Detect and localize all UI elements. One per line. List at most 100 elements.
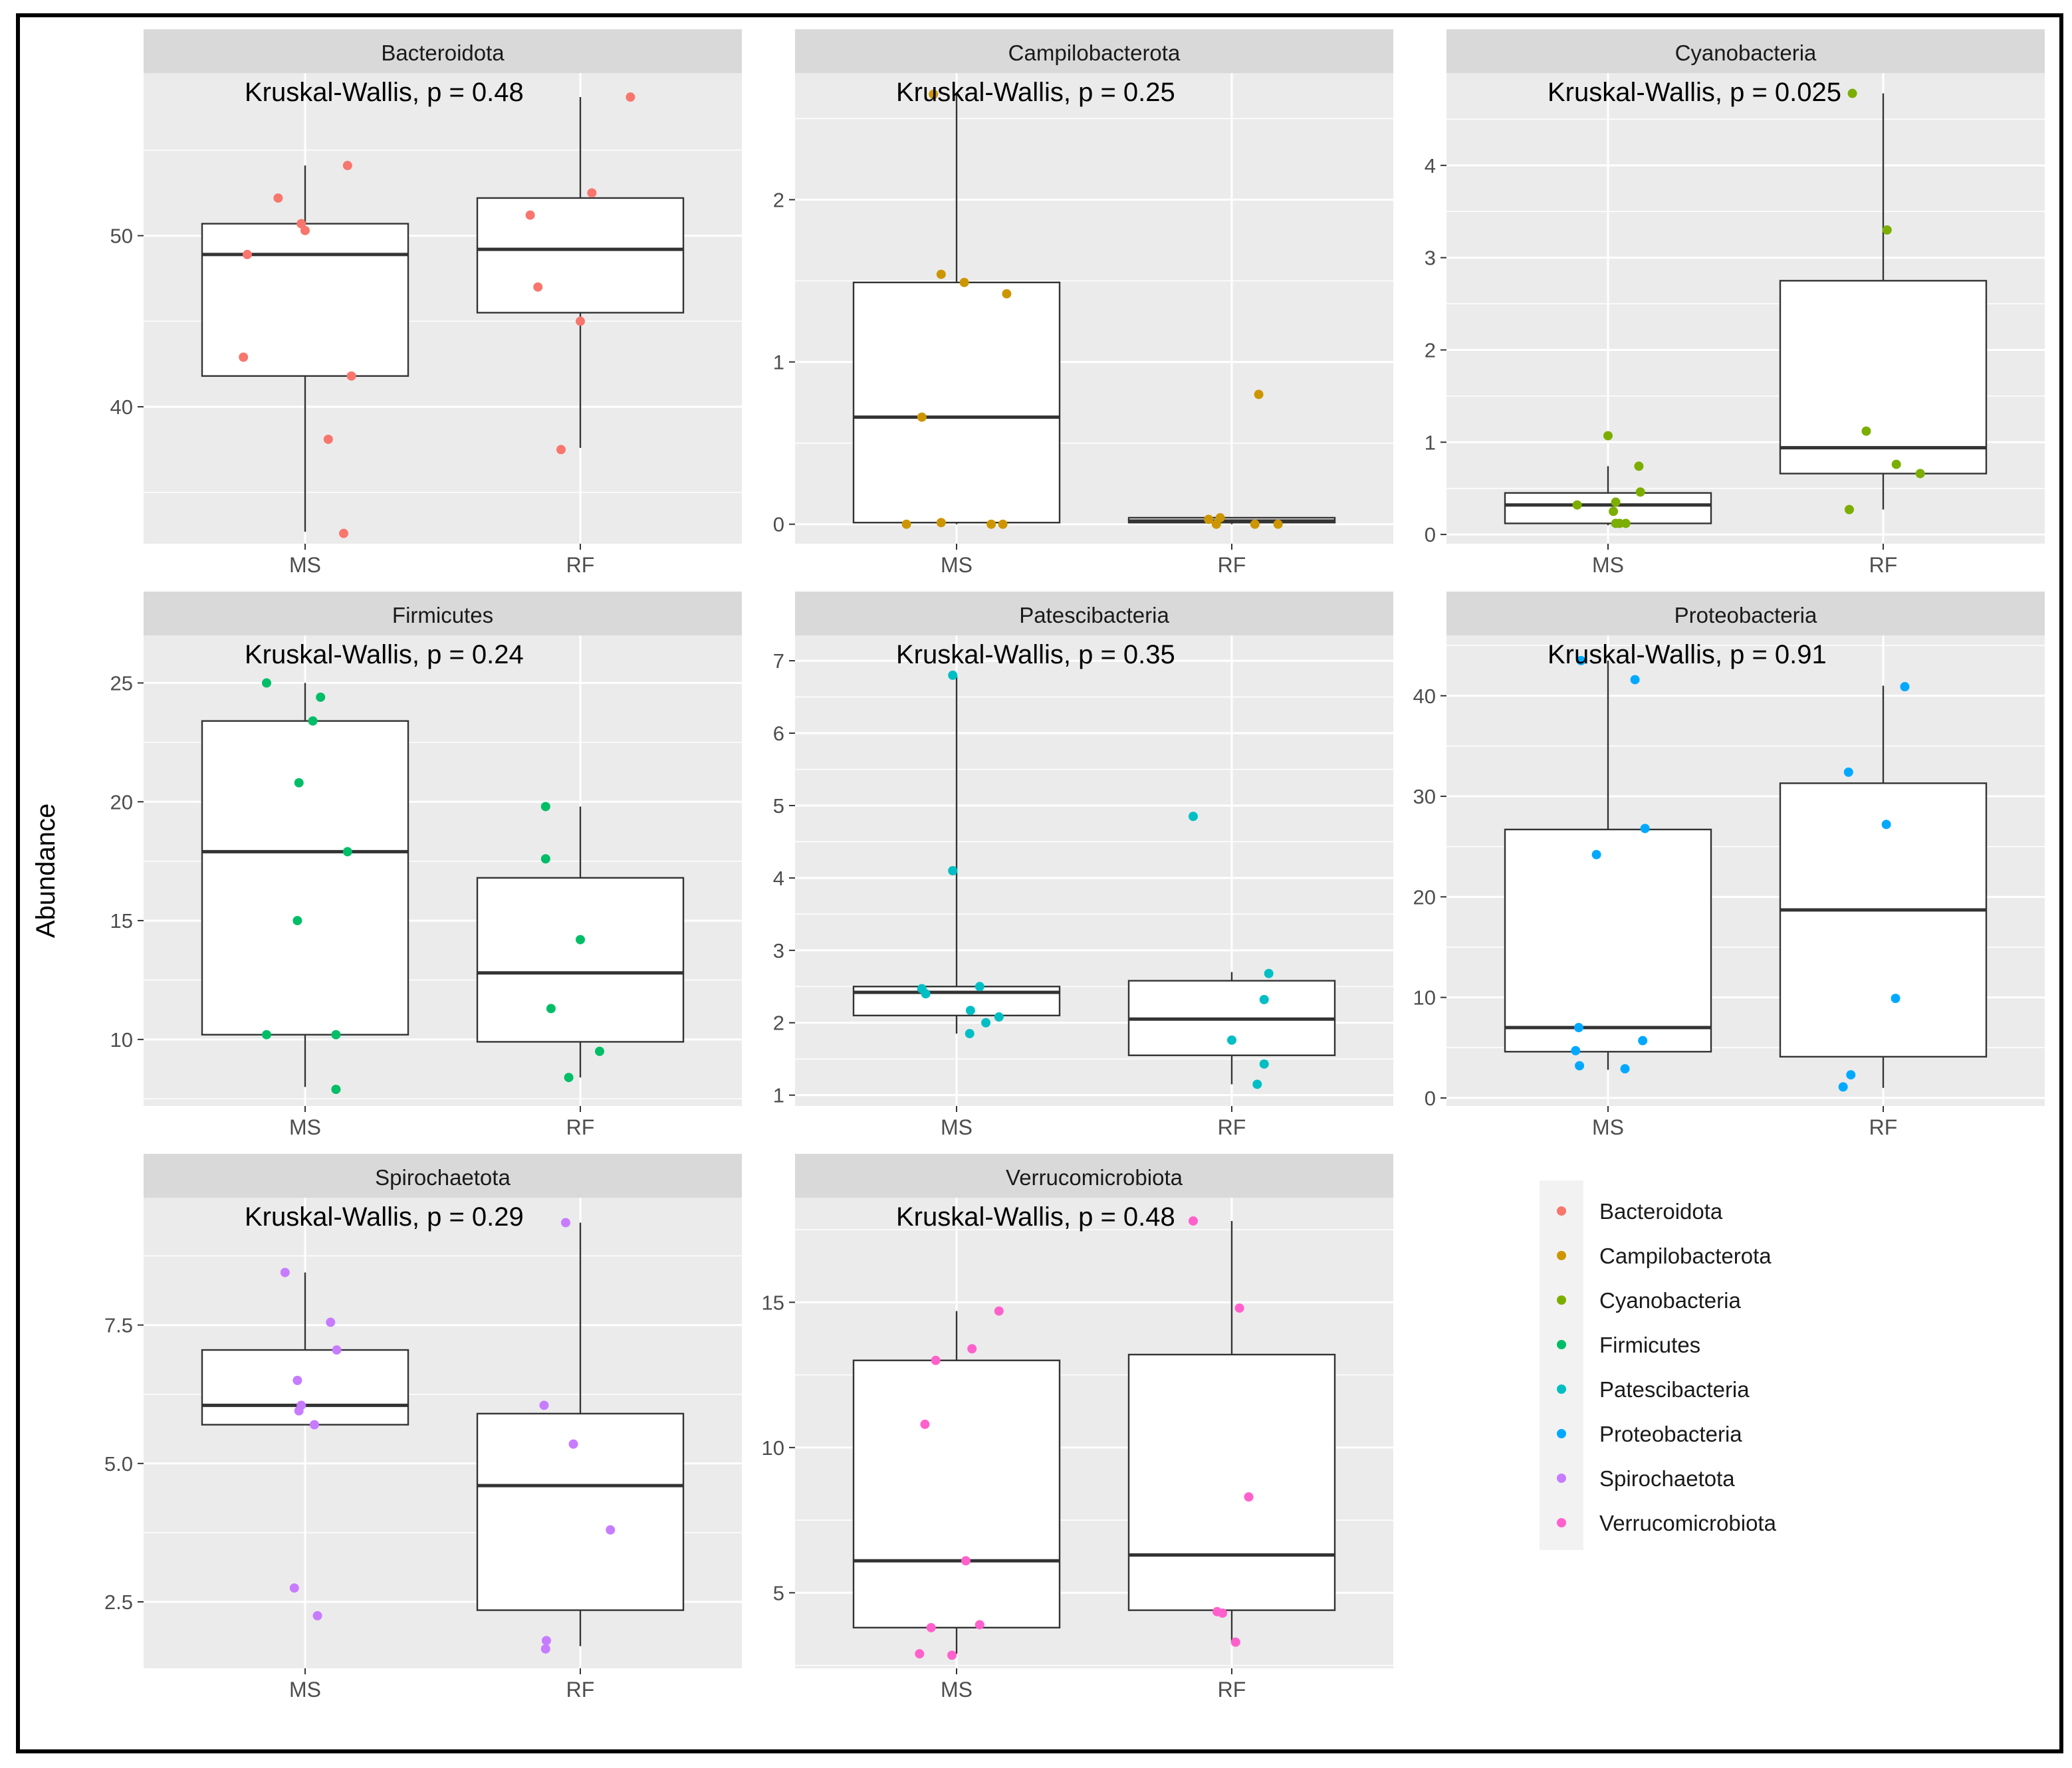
- box-verrucomicrobiota-rf: [1127, 1353, 1336, 1611]
- strip-spirochaetota: [144, 1154, 742, 1198]
- data-point-verrucomicrobiota: [915, 1649, 925, 1659]
- data-point-proteobacteria: [1575, 1061, 1585, 1071]
- legend-label-firmicutes: Firmicutes: [1599, 1333, 1700, 1357]
- legend-key-firmicutes: [1557, 1340, 1566, 1349]
- legend-key-campilobacterota: [1557, 1251, 1566, 1260]
- data-point-verrucomicrobiota: [920, 1419, 930, 1429]
- box-cyanobacteria-rf: [1779, 280, 1988, 475]
- data-point-spirochaetota: [294, 1406, 304, 1416]
- x-tick-label-campilobacterota: RF: [1218, 553, 1246, 577]
- data-point-verrucomicrobiota: [926, 1622, 936, 1632]
- x-tick-label-spirochaetota: RF: [566, 1678, 595, 1702]
- data-point-patescibacteria: [1189, 812, 1198, 822]
- data-point-bacteroidota: [300, 225, 310, 235]
- data-point-firmicutes: [331, 1084, 341, 1094]
- legend-label-spirochaetota: Spirochaetota: [1599, 1466, 1735, 1491]
- data-point-proteobacteria: [1630, 675, 1640, 685]
- y-tick-label-cyanobacteria: 2: [1425, 338, 1436, 362]
- kruskal-annotation-campilobacterota: Kruskal-Wallis, p = 0.25: [896, 78, 1175, 107]
- strip-firmicutes: [144, 592, 742, 635]
- data-point-cyanobacteria: [1891, 459, 1901, 469]
- data-point-spirochaetota: [540, 1644, 550, 1654]
- panel-verrucomicrobiota: Verrucomicrobiota 5 10 15 MS RF Kruskal-Wallis…: [762, 1154, 1393, 1702]
- box-cyanobacteria-ms: [1504, 492, 1712, 524]
- data-point-campilobacterota: [901, 519, 911, 529]
- data-point-verrucomicrobiota: [975, 1620, 984, 1630]
- data-point-patescibacteria: [1259, 1059, 1269, 1069]
- data-point-bacteroidota: [243, 249, 252, 259]
- y-tick-label-proteobacteria: 40: [1413, 685, 1436, 708]
- data-point-firmicutes: [342, 847, 352, 857]
- data-point-proteobacteria: [1573, 1023, 1583, 1032]
- data-point-bacteroidota: [525, 210, 535, 220]
- x-tick-label-patescibacteria: RF: [1218, 1115, 1246, 1139]
- y-tick-label-campilobacterota: 2: [773, 188, 784, 211]
- data-point-cyanobacteria: [1634, 461, 1644, 471]
- data-point-spirochaetota: [326, 1317, 336, 1327]
- y-tick-label-cyanobacteria: 0: [1425, 523, 1436, 546]
- data-point-firmicutes: [540, 854, 550, 864]
- panel-spirochaetota: Spirochaetota 2.5 5.0 7.5 MS RF Kruskal-Wallis…: [104, 1154, 742, 1702]
- data-point-verrucomicrobiota: [994, 1306, 1004, 1316]
- data-point-verrucomicrobiota: [1230, 1637, 1240, 1647]
- legend-label-bacteroidota: Bacteroidota: [1599, 1199, 1723, 1224]
- y-tick-label-firmicutes: 10: [110, 1028, 133, 1051]
- data-point-campilobacterota: [1002, 289, 1012, 299]
- x-tick-label-firmicutes: RF: [566, 1115, 595, 1139]
- panel-bacteroidota: Bacteroidota 40 50 MS RF Kruskal-Wallis, p = …: [110, 29, 742, 577]
- data-point-bacteroidota: [587, 188, 597, 198]
- data-point-firmicutes: [308, 716, 318, 726]
- x-tick-label-bacteroidota: MS: [289, 553, 321, 577]
- data-point-bacteroidota: [576, 316, 585, 326]
- x-tick-label-verrucomicrobiota: MS: [941, 1678, 973, 1702]
- data-point-campilobacterota: [986, 519, 996, 529]
- strip-title-campilobacterota: Campilobacterota: [1008, 41, 1181, 65]
- y-tick-label-verrucomicrobiota: 10: [762, 1436, 784, 1460]
- legend-key-proteobacteria: [1557, 1429, 1566, 1438]
- y-tick-label-firmicutes: 25: [110, 672, 133, 695]
- legend: Bacteroidota Campilobacterota Cyanobacteri…: [1540, 1180, 1777, 1550]
- y-tick-label-cyanobacteria: 3: [1425, 247, 1436, 270]
- data-point-spirochaetota: [289, 1583, 299, 1593]
- legend-label-patescibacteria: Patescibacteria: [1599, 1377, 1750, 1402]
- data-point-bacteroidota: [626, 92, 635, 102]
- data-point-patescibacteria: [965, 1006, 975, 1016]
- y-tick-label-cyanobacteria: 1: [1425, 431, 1436, 454]
- data-point-firmicutes: [540, 802, 550, 812]
- panel-patescibacteria: Patescibacteria 1 2 3 4 5 6 7 MS RF Kruskal-Wallis…: [773, 592, 1393, 1139]
- y-tick-label-spirochaetota: 5.0: [104, 1452, 133, 1476]
- y-tick-label-campilobacterota: 0: [773, 513, 784, 536]
- y-tick-label-firmicutes: 20: [110, 790, 133, 814]
- data-point-cyanobacteria: [1609, 506, 1619, 516]
- data-point-verrucomicrobiota: [961, 1556, 971, 1566]
- strip-title-patescibacteria: Patescibacteria: [1019, 603, 1169, 627]
- x-tick-label-proteobacteria: RF: [1869, 1115, 1898, 1139]
- data-point-verrucomicrobiota: [931, 1355, 941, 1365]
- strip-title-proteobacteria: Proteobacteria: [1674, 603, 1817, 627]
- data-point-proteobacteria: [1838, 1082, 1848, 1092]
- x-tick-label-cyanobacteria: RF: [1869, 553, 1898, 577]
- kruskal-annotation-proteobacteria: Kruskal-Wallis, p = 0.91: [1548, 640, 1827, 669]
- strip-title-bacteroidota: Bacteroidota: [381, 41, 505, 65]
- data-point-firmicutes: [294, 778, 304, 788]
- data-point-bacteroidota: [323, 434, 333, 444]
- data-point-patescibacteria: [921, 989, 931, 999]
- strip-campilobacterota: [795, 29, 1393, 73]
- box-bacteroidota-ms: [201, 223, 409, 377]
- data-point-campilobacterota: [917, 412, 927, 422]
- data-point-spirochaetota: [541, 1636, 551, 1646]
- data-point-campilobacterota: [1254, 389, 1264, 399]
- y-tick-label-bacteroidota: 50: [110, 225, 133, 248]
- data-point-firmicutes: [331, 1030, 341, 1040]
- legend-label-cyanobacteria: Cyanobacteria: [1599, 1288, 1741, 1313]
- data-point-proteobacteria: [1576, 655, 1586, 665]
- y-tick-label-verrucomicrobiota: 15: [762, 1291, 784, 1314]
- y-tick-label-proteobacteria: 20: [1413, 885, 1436, 909]
- legend-label-verrucomicrobiota: Verrucomicrobiota: [1599, 1511, 1777, 1535]
- kruskal-annotation-firmicutes: Kruskal-Wallis, p = 0.24: [245, 640, 524, 669]
- data-point-bacteroidota: [239, 352, 249, 362]
- data-point-spirochaetota: [292, 1375, 302, 1385]
- legend-key-cyanobacteria: [1557, 1295, 1566, 1305]
- x-tick-label-verrucomicrobiota: RF: [1218, 1678, 1246, 1702]
- data-point-verrucomicrobiota: [947, 1650, 957, 1660]
